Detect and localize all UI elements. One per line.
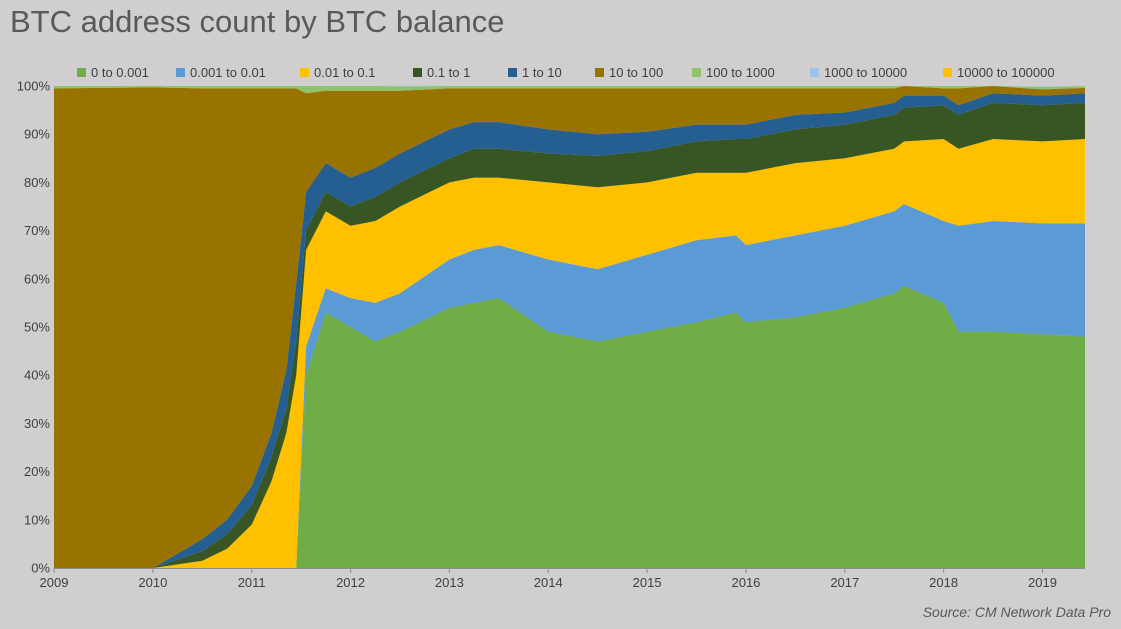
legend-swatch	[692, 67, 701, 77]
legend-label: 100 to 1000	[706, 64, 775, 80]
x-tick-label: 2012	[336, 575, 365, 590]
legend-swatch	[300, 67, 309, 77]
area-series-2	[54, 139, 1085, 568]
y-tick-label: 80%	[24, 175, 50, 190]
legend-swatch	[508, 67, 517, 77]
x-axis: 2009 2010 2011 2012 2013 2014 2015 2016 2017 2018…	[40, 568, 1085, 590]
y-tick-label: 20%	[24, 464, 50, 479]
area-series-1	[54, 204, 1085, 568]
legend-label: 0 to 0.001	[91, 64, 149, 80]
y-tick-label: 0%	[31, 561, 50, 576]
legend-swatch	[176, 67, 185, 77]
legend-item: 10 to 100	[595, 62, 663, 82]
legend-label: 0.01 to 0.1	[314, 64, 376, 80]
area-series-6	[54, 86, 1085, 94]
legend-swatch	[77, 67, 86, 77]
x-tick-label: 2011	[238, 575, 266, 590]
y-tick-label: 10%	[24, 512, 50, 527]
legend-item: 10000 to 100000	[943, 62, 1055, 82]
legend-label: 1000 to 10000	[824, 64, 908, 80]
legend-item: 0.001 to 0.01	[176, 62, 266, 82]
y-tick-label: 30%	[24, 416, 50, 431]
x-tick-label: 2010	[138, 575, 167, 590]
legend-item: 1000 to 10000	[810, 62, 907, 82]
x-tick-label: 2016	[731, 575, 760, 590]
x-tick-label: 2019	[1028, 575, 1057, 590]
x-tick-label: 2018	[929, 575, 958, 590]
y-tick-label: 70%	[24, 223, 50, 238]
legend-label: 0.1 to 1	[427, 64, 471, 80]
legend-swatch	[413, 67, 422, 77]
legend-swatch	[810, 67, 819, 77]
legend-item: 100 to 1000	[692, 62, 775, 82]
x-tick-label: 2014	[534, 575, 563, 590]
legend-label: 1 to 10	[522, 64, 562, 80]
x-tick-label: 2013	[435, 575, 464, 590]
legend-item: 1 to 10	[508, 62, 562, 82]
legend-label: 0.001 to 0.01	[190, 64, 266, 80]
legend-swatch	[943, 67, 952, 77]
x-tick-label: 2017	[830, 575, 859, 590]
x-tick-label: 2009	[40, 575, 69, 590]
x-tick-label: 2015	[633, 575, 662, 590]
legend-swatch	[595, 67, 604, 77]
chart-title: BTC address count by BTC balance	[10, 4, 505, 39]
y-tick-label: 90%	[24, 127, 50, 142]
area-series-5	[54, 86, 1085, 568]
y-tick-label: 40%	[24, 368, 50, 383]
area-series-4	[54, 93, 1085, 568]
legend-item: 0.1 to 1	[413, 62, 470, 82]
plot-areas	[54, 86, 1085, 569]
y-tick-label: 100%	[17, 79, 51, 94]
legend-item: 0 to 0.001	[77, 62, 149, 82]
y-tick-label: 60%	[24, 271, 50, 286]
legend-label: 10000 to 100000	[957, 64, 1055, 80]
y-tick-label: 50%	[24, 320, 50, 335]
source-note: Source: CM Network Data Pro	[922, 604, 1111, 620]
chart-legend: 0 to 0.001 0.001 to 0.01 0.01 to 0.1 0.1 to…	[0, 62, 1121, 82]
y-axis: 0% 10% 20% 30% 40% 50% 60% 70% 80% 90% 100%	[17, 79, 51, 576]
legend-item: 0.01 to 0.1	[300, 62, 375, 82]
area-series-0	[54, 286, 1085, 568]
legend-label: 10 to 100	[609, 64, 664, 80]
